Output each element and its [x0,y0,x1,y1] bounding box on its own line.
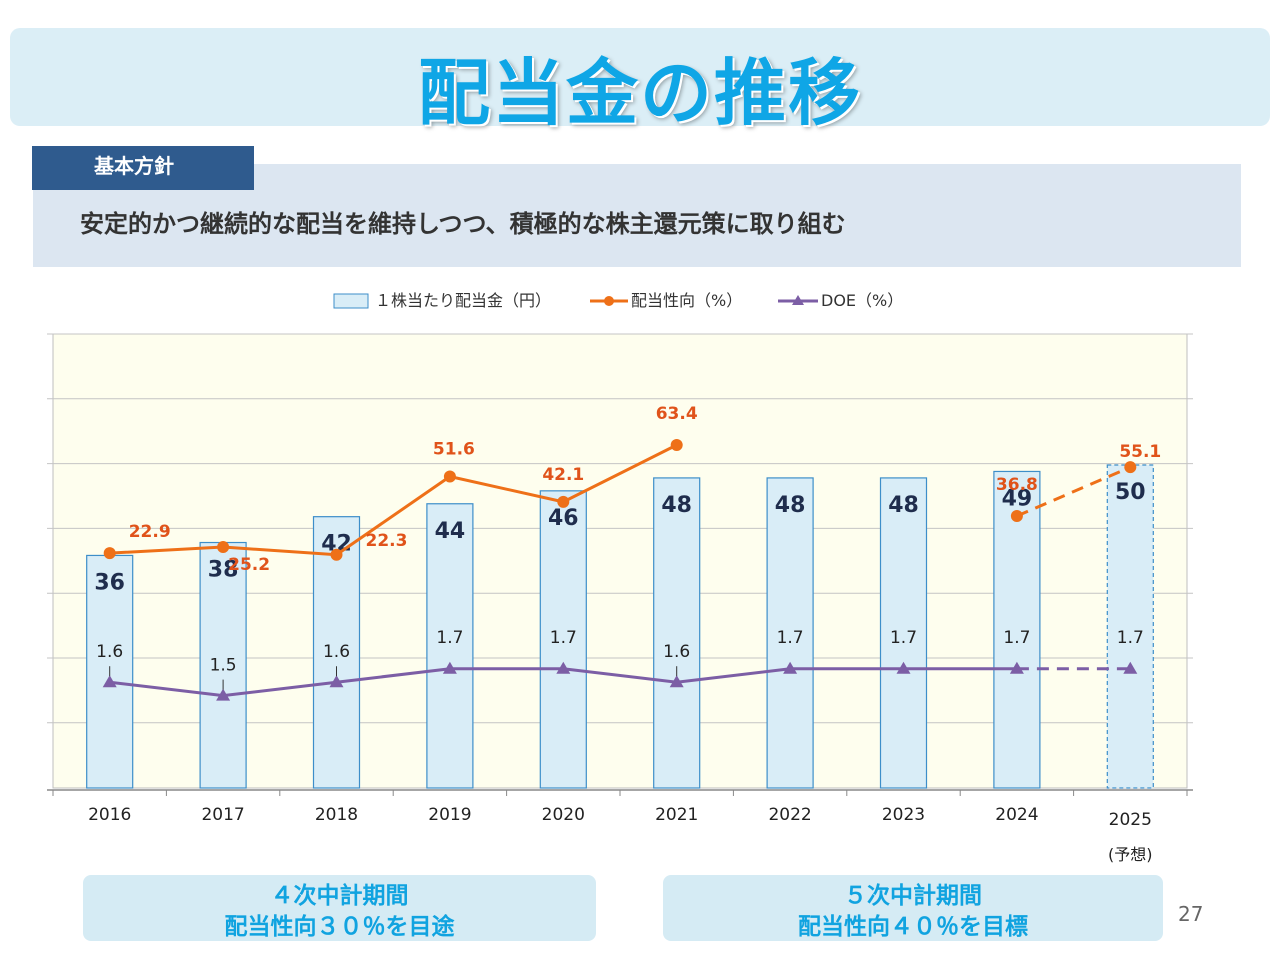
payout-marker [103,547,116,560]
x-tick-label: 2018 [315,805,358,825]
doe-label: 1.6 [663,642,690,662]
payout-marker [557,495,570,508]
x-tick-note: (予想) [1108,845,1153,864]
payout-label: 63.4 [656,404,698,424]
x-tick-label: 2021 [655,805,698,825]
payout-marker [1010,510,1023,523]
dividend-bar [426,503,474,789]
period-box-4th: ４次中計期間 配当性向３０％を目途 [83,875,596,941]
dividend-bar [312,516,361,789]
doe-label: 1.6 [96,642,123,662]
payout-label: 51.6 [433,440,475,460]
doe-marker [669,675,684,688]
doe-marker [442,661,457,674]
payout-marker [443,470,456,483]
doe-label: 1.7 [777,628,804,648]
dividend-bar-label: 48 [661,493,692,518]
x-tick-label: 2016 [88,805,131,825]
payout-label: 42.1 [542,465,584,485]
dividend-bar [879,477,928,789]
x-tick-label: 2024 [995,805,1038,825]
dividend-bar [993,470,1041,789]
period-box-5th: ５次中計期間 配当性向４０％を目標 [663,875,1163,941]
legend-swatch-dividend [333,293,369,309]
policy-tag: 基本方針 [32,146,254,190]
payout-label: 25.2 [228,555,270,575]
dividend-bar-label: 48 [888,493,919,518]
legend-label-dividend: １株当たり配当金（円） [375,291,551,310]
x-tick-label: 2022 [768,805,811,825]
doe-label: 1.6 [323,642,350,662]
doe-marker [1009,661,1024,674]
dividend-bar [199,541,247,789]
payout-label: 22.9 [129,522,171,542]
x-tick-label: 2025 [1109,810,1152,830]
legend-marker-payout [604,296,614,306]
dividend-bar-label: 49 [1002,486,1033,511]
x-tick-label: 2017 [201,805,244,825]
doe-label: 1.7 [550,628,577,648]
dividend-bar-label: 46 [548,506,579,531]
dividend-bar [653,477,701,789]
doe-label: 1.7 [1117,628,1144,648]
policy-text: 安定的かつ継続的な配当を維持しつつ、積極的な株主還元策に取り組む [80,210,846,238]
dividend-bar-label: 50 [1115,480,1146,505]
x-tick-label: 2019 [428,805,471,825]
period-4th-target: 配当性向３０％を目途 [224,914,455,940]
payout-label: 22.3 [366,531,408,551]
title-banner: 配当金の推移 [10,28,1270,135]
period-4th-name: ４次中計期間 [270,883,409,909]
doe-label: 1.5 [210,656,237,676]
dividend-bar [1106,464,1154,789]
payout-forecast-line [1016,465,1131,518]
payout-marker [330,548,343,561]
page-title: 配当金の推移 [417,51,862,135]
dividend-bar-label: 38 [208,558,239,583]
payout-label: 55.1 [1119,442,1161,462]
period-5th-target: 配当性向４０％を目標 [798,914,1028,940]
page-number: 27 [1178,902,1204,926]
doe-marker [556,661,571,674]
legend-label-doe: DOE（%） [821,291,903,310]
x-tick-label: 2020 [542,805,585,825]
legend-marker-doe [792,295,804,305]
payout-marker [670,439,683,452]
dividend-bar [539,490,587,789]
doe-marker [329,675,344,688]
doe-marker [102,675,117,688]
doe-marker [216,688,231,701]
doe-marker [1123,661,1138,674]
doe-label: 1.7 [436,628,463,648]
doe-label: 1.7 [1003,628,1030,648]
dividend-bar-label: 48 [775,493,806,518]
legend-label-payout: 配当性向（%） [631,291,742,310]
dividend-bar-label: 44 [435,519,466,544]
period-5th-name: ５次中計期間 [844,883,982,909]
payout-line [109,443,678,557]
doe-marker [896,661,911,674]
payout-marker [217,541,230,554]
doe-marker [783,661,798,674]
x-tick-label: 2023 [882,805,925,825]
dividend-bar [766,477,814,789]
payout-label: 36.8 [996,475,1038,495]
dividend-bar-label: 36 [94,570,125,595]
doe-label: 1.7 [890,628,917,648]
payout-marker [1124,461,1137,474]
